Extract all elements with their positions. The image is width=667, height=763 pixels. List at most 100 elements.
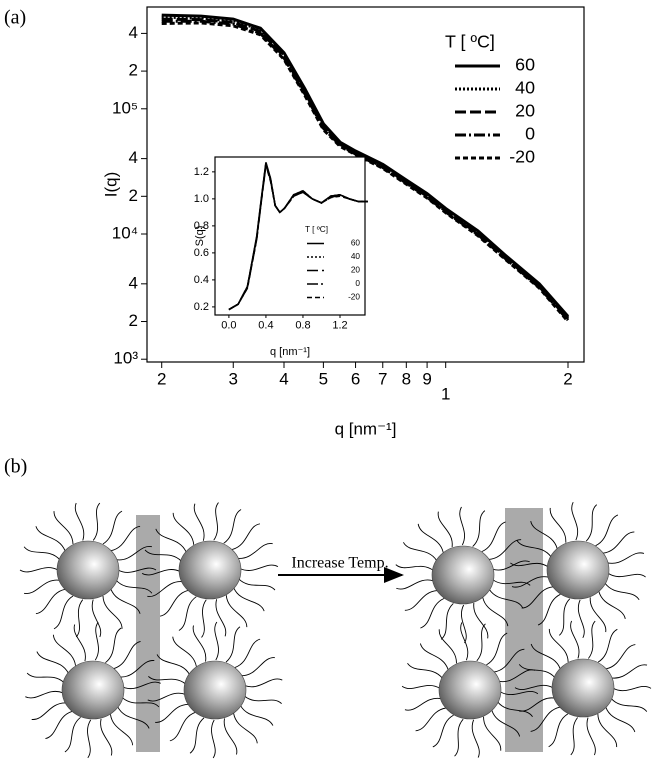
chain xyxy=(607,572,646,578)
chain xyxy=(605,707,636,733)
y-tick-label: 10⁴ xyxy=(112,223,138,242)
chain xyxy=(178,596,197,631)
legend-label: 20 xyxy=(351,266,361,275)
chain xyxy=(530,520,558,549)
chain xyxy=(518,697,555,712)
x-tick-label: 7 xyxy=(378,369,387,388)
chain xyxy=(585,504,598,542)
x-axis-title: q [nm⁻¹] xyxy=(335,419,397,438)
legend-title: T [ ºC] xyxy=(305,225,328,234)
y-tick-label: 0.6 xyxy=(194,247,209,259)
y-tick-label: 1.2 xyxy=(194,166,209,178)
chain xyxy=(597,628,618,663)
chain xyxy=(102,595,123,629)
x-tick-label: 1.2 xyxy=(332,320,347,332)
chain xyxy=(471,719,480,758)
chain xyxy=(31,702,66,720)
chain xyxy=(73,624,86,662)
chain xyxy=(598,591,626,620)
x-tick-label: 0.8 xyxy=(295,320,310,332)
chain xyxy=(110,714,134,746)
chain xyxy=(493,648,525,673)
y-tick-label: 10³ xyxy=(113,349,138,368)
chain xyxy=(223,509,242,544)
chain xyxy=(193,503,205,541)
chain xyxy=(110,525,141,552)
x-tick-label: 4 xyxy=(279,369,288,388)
chain xyxy=(24,579,60,594)
chain xyxy=(244,695,282,704)
chain xyxy=(611,664,648,679)
particle xyxy=(178,540,242,600)
chain xyxy=(148,676,186,685)
chain xyxy=(578,599,585,639)
series-line xyxy=(228,164,368,311)
chain xyxy=(189,717,205,754)
y-tick-label: 4 xyxy=(129,23,138,42)
chain xyxy=(117,567,157,573)
chain xyxy=(589,597,607,633)
x-tick-label: 6 xyxy=(351,369,360,388)
arrow-label: Increase Temp. xyxy=(291,555,388,572)
particle xyxy=(551,658,615,718)
chain xyxy=(459,506,465,546)
chain xyxy=(415,707,447,732)
chain xyxy=(105,627,122,664)
diagram: Increase Temp. xyxy=(19,501,652,759)
chain xyxy=(570,620,580,659)
chain xyxy=(122,681,161,689)
y-axis-title: I(q) xyxy=(101,172,120,198)
chain xyxy=(172,512,195,545)
chain xyxy=(94,621,99,661)
y-tick-label: 2 xyxy=(129,186,138,205)
chain xyxy=(225,595,248,628)
chain xyxy=(612,686,652,692)
chain xyxy=(570,717,578,756)
x-tick-label: 2 xyxy=(563,369,572,388)
chain xyxy=(419,643,449,670)
chain xyxy=(23,546,61,561)
chain xyxy=(472,510,486,547)
chain xyxy=(511,576,550,588)
y-tick-label: 0.8 xyxy=(194,220,209,232)
chain xyxy=(241,657,275,677)
chain xyxy=(417,523,444,553)
chain xyxy=(586,717,596,756)
x-tick-label: 9 xyxy=(422,369,431,388)
particle xyxy=(183,660,247,720)
chain xyxy=(558,598,571,636)
y-tick-label: 4 xyxy=(129,148,138,167)
chain xyxy=(396,579,434,590)
chain xyxy=(420,597,445,629)
chain xyxy=(225,626,241,663)
chain xyxy=(239,564,279,571)
chain xyxy=(438,629,457,664)
chain xyxy=(100,718,113,756)
chain xyxy=(117,706,150,729)
chain xyxy=(147,692,186,702)
x-tick-label: 5 xyxy=(319,369,328,388)
chain xyxy=(36,651,69,674)
y-tick-label: 2 xyxy=(129,61,138,80)
legend-label: 60 xyxy=(515,55,535,75)
chain xyxy=(510,562,549,568)
chain xyxy=(461,604,467,644)
chain xyxy=(237,543,273,559)
chain xyxy=(91,599,102,638)
panel-label: (b) xyxy=(4,456,27,478)
chain xyxy=(597,714,618,748)
chain xyxy=(156,654,190,675)
chart: 0.0 0.4 0.8 1.2 0.2 0.4 0.6 0.8 1.0 1.2 q [nm⁻¹] S(… xyxy=(194,156,368,358)
chain xyxy=(491,710,521,737)
legend-label: -20 xyxy=(509,147,535,167)
chain xyxy=(141,569,181,576)
chain xyxy=(481,521,506,553)
chain xyxy=(497,701,533,718)
chain xyxy=(240,705,274,726)
chain xyxy=(404,590,438,611)
chain xyxy=(113,640,141,669)
chain xyxy=(233,587,265,612)
chain xyxy=(75,599,84,638)
chain xyxy=(64,716,81,753)
y-tick-label: 0.2 xyxy=(194,301,209,313)
